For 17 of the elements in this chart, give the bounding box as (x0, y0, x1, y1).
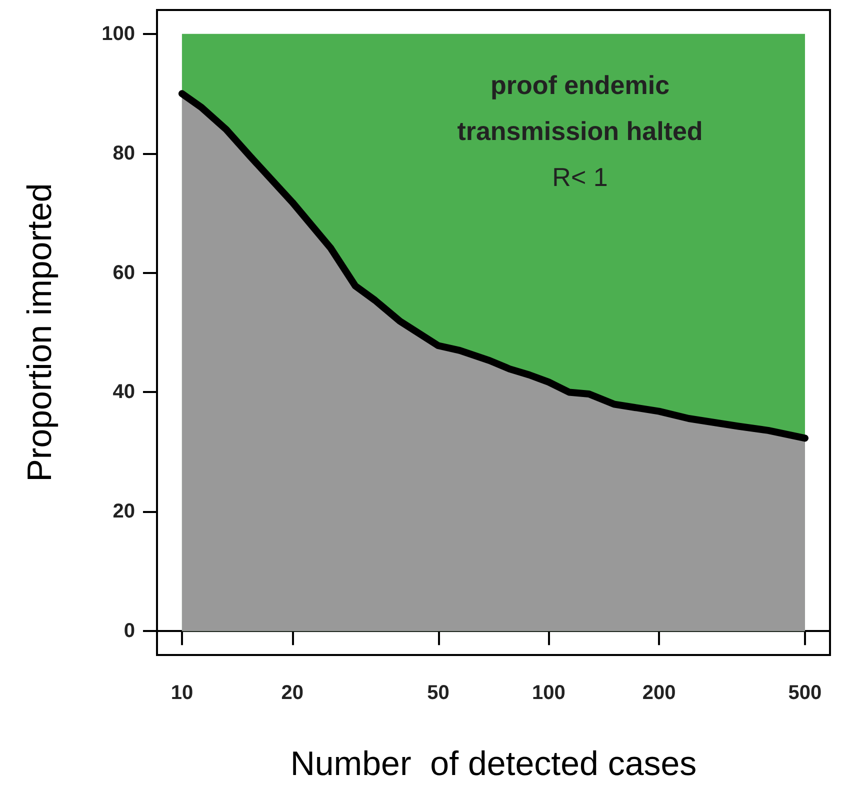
annotation: proof endemic (490, 70, 670, 100)
x-tick-label: 200 (642, 682, 676, 704)
x-tick-label: 10 (170, 682, 194, 704)
x-tick-label: 20 (281, 682, 304, 704)
y-tick-label: 80 (112, 142, 135, 164)
annotation: R< 1 (552, 162, 608, 192)
y-tick-label: 0 (124, 620, 135, 642)
annotation: transmission halted (457, 116, 703, 146)
y-axis-title: Proportion imported (21, 183, 59, 482)
y-tick-label: 100 (102, 22, 135, 45)
x-axis-title: Number of detected cases (290, 745, 697, 783)
x-tick-label: 50 (427, 682, 450, 704)
y-tick-label: 60 (112, 262, 135, 284)
y-tick-label: 40 (112, 381, 135, 404)
x-tick-label: 100 (532, 682, 566, 704)
x-tick-label: 500 (788, 682, 822, 704)
y-tick-label: 20 (112, 500, 135, 523)
